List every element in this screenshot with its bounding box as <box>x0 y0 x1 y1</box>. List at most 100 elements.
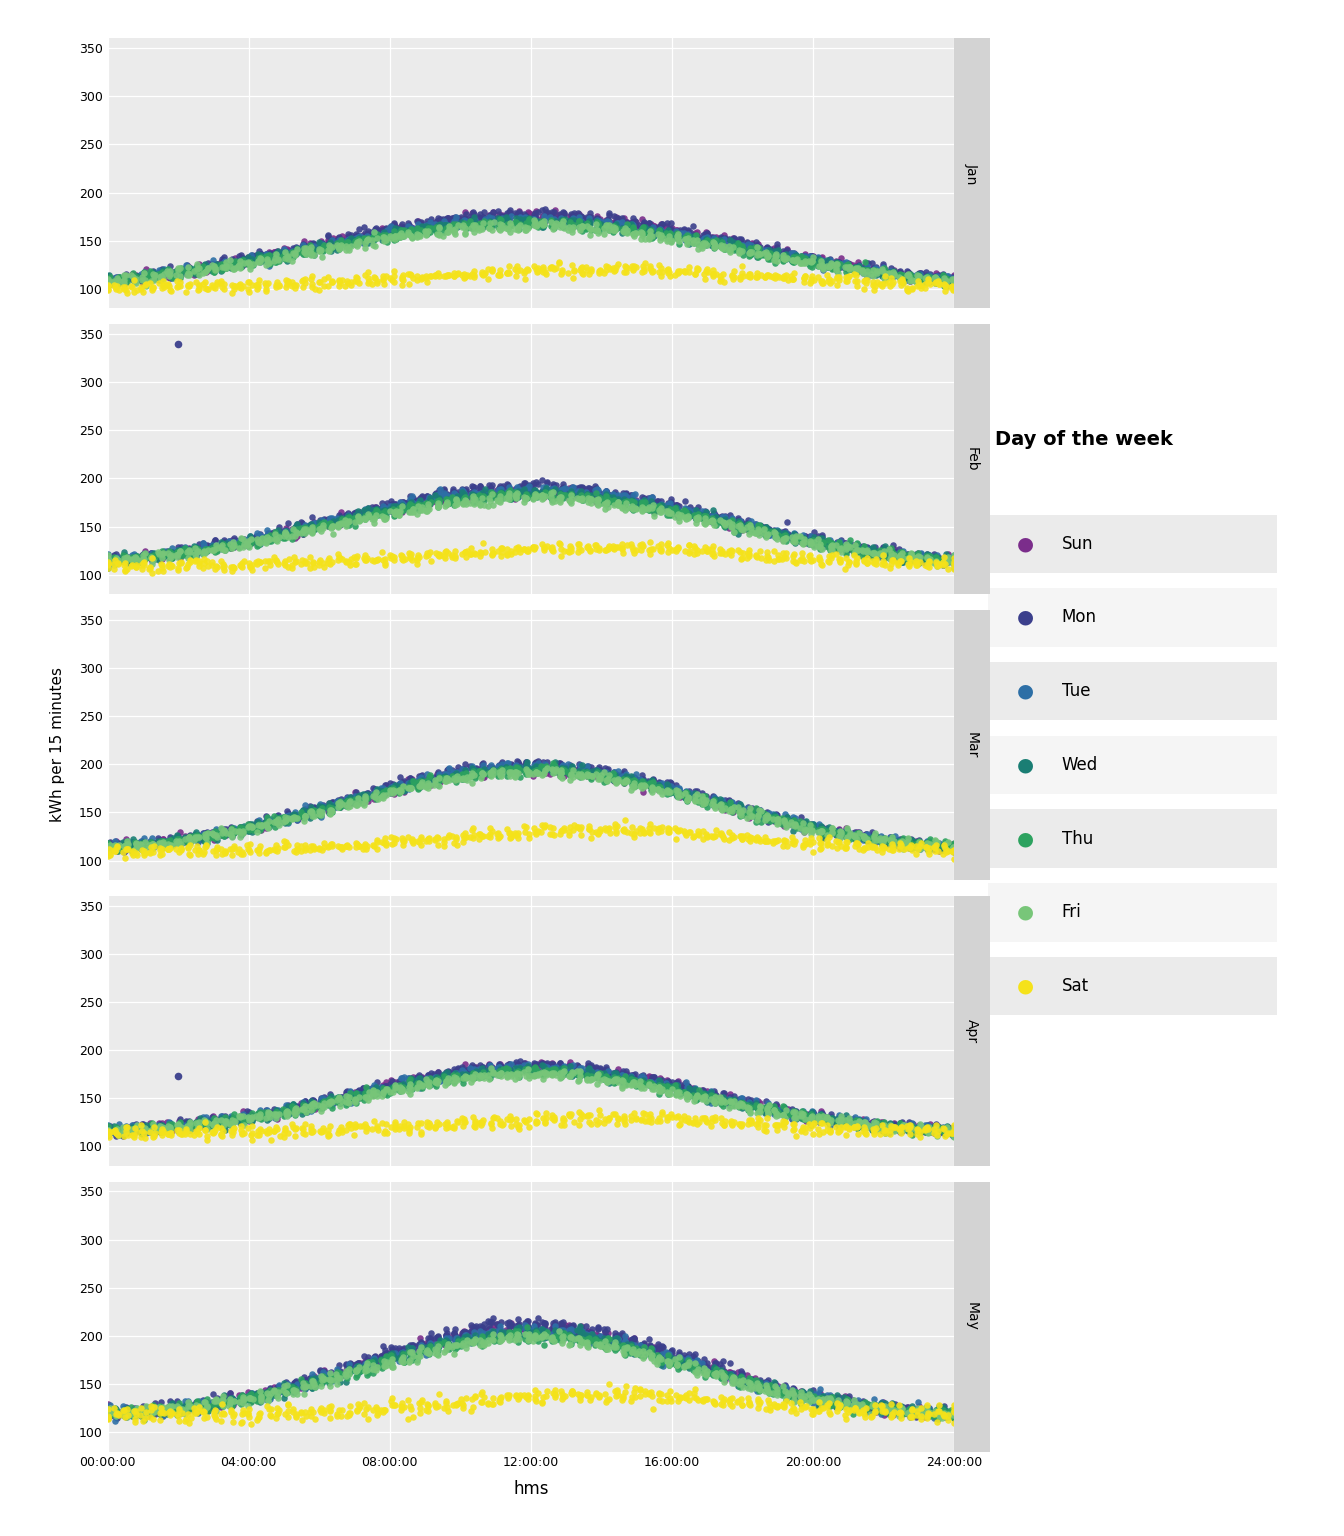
Point <box>153 1114 175 1138</box>
Point <box>749 826 770 851</box>
Point <box>878 1401 899 1425</box>
Point <box>781 809 802 834</box>
Point <box>124 837 145 862</box>
Point <box>785 1379 806 1404</box>
Point <box>103 1118 125 1143</box>
Point <box>656 229 677 253</box>
Point <box>746 515 767 539</box>
Point <box>685 1086 707 1111</box>
Point <box>519 206 540 230</box>
Point <box>870 825 891 849</box>
Point <box>160 1392 181 1416</box>
Point <box>802 813 824 837</box>
Point <box>757 1376 778 1401</box>
Point <box>175 542 196 567</box>
Point <box>167 269 188 293</box>
Point <box>99 1401 121 1425</box>
Point <box>715 515 737 539</box>
Point <box>124 834 145 859</box>
Point <box>683 825 704 849</box>
Point <box>509 1326 531 1350</box>
Point <box>308 278 329 303</box>
Point <box>899 544 921 568</box>
Point <box>554 757 575 782</box>
Point <box>667 1071 688 1095</box>
Point <box>602 760 624 785</box>
Point <box>684 230 706 255</box>
Point <box>688 790 710 814</box>
Point <box>302 1399 324 1424</box>
Point <box>379 1081 401 1106</box>
Point <box>625 1341 646 1366</box>
Point <box>866 823 887 848</box>
Point <box>915 1399 937 1424</box>
Point <box>446 206 468 230</box>
Point <box>526 1057 547 1081</box>
Point <box>132 1112 153 1137</box>
Point <box>906 542 927 567</box>
Point <box>496 757 517 782</box>
Point <box>785 525 806 550</box>
Point <box>313 237 335 261</box>
Point <box>179 1118 200 1143</box>
Point <box>142 1399 164 1424</box>
Point <box>472 260 493 284</box>
Point <box>887 544 909 568</box>
Point <box>348 834 370 859</box>
Point <box>758 522 780 547</box>
Point <box>918 1114 939 1138</box>
Point <box>652 1100 673 1124</box>
Point <box>187 261 208 286</box>
Point <box>477 214 499 238</box>
Point <box>943 1401 965 1425</box>
Point <box>124 266 145 290</box>
Point <box>594 487 616 511</box>
Point <box>374 551 395 576</box>
Point <box>508 481 530 505</box>
Point <box>888 1395 910 1419</box>
Point <box>192 542 214 567</box>
Point <box>257 1100 278 1124</box>
Point <box>353 507 375 531</box>
Point <box>356 1362 378 1387</box>
Point <box>508 212 530 237</box>
Point <box>454 763 476 788</box>
Point <box>515 1057 536 1081</box>
Point <box>234 1121 255 1146</box>
Point <box>864 1395 886 1419</box>
Point <box>800 813 821 837</box>
Point <box>391 1347 413 1372</box>
Point <box>233 1390 254 1415</box>
Point <box>527 757 548 782</box>
Point <box>848 1114 870 1138</box>
Point <box>852 541 874 565</box>
Point <box>149 1399 171 1424</box>
Point <box>337 796 359 820</box>
Point <box>871 1114 892 1138</box>
Point <box>559 215 581 240</box>
Point <box>737 264 758 289</box>
Point <box>516 1058 538 1083</box>
Point <box>167 1115 188 1140</box>
Point <box>171 539 192 564</box>
Point <box>586 209 607 233</box>
Point <box>116 837 137 862</box>
Point <box>827 253 848 278</box>
Point <box>184 1398 206 1422</box>
Point <box>579 484 601 508</box>
Point <box>222 530 243 554</box>
Point <box>648 777 669 802</box>
Point <box>419 1333 441 1358</box>
Point <box>223 1393 245 1418</box>
Point <box>516 481 538 505</box>
Point <box>585 473 606 498</box>
Point <box>313 1364 335 1389</box>
Point <box>880 536 902 561</box>
Point <box>624 1101 645 1126</box>
Point <box>524 209 546 233</box>
Point <box>250 241 271 266</box>
Point <box>392 221 414 246</box>
Point <box>519 478 540 502</box>
Point <box>126 1115 148 1140</box>
Point <box>517 1322 539 1347</box>
